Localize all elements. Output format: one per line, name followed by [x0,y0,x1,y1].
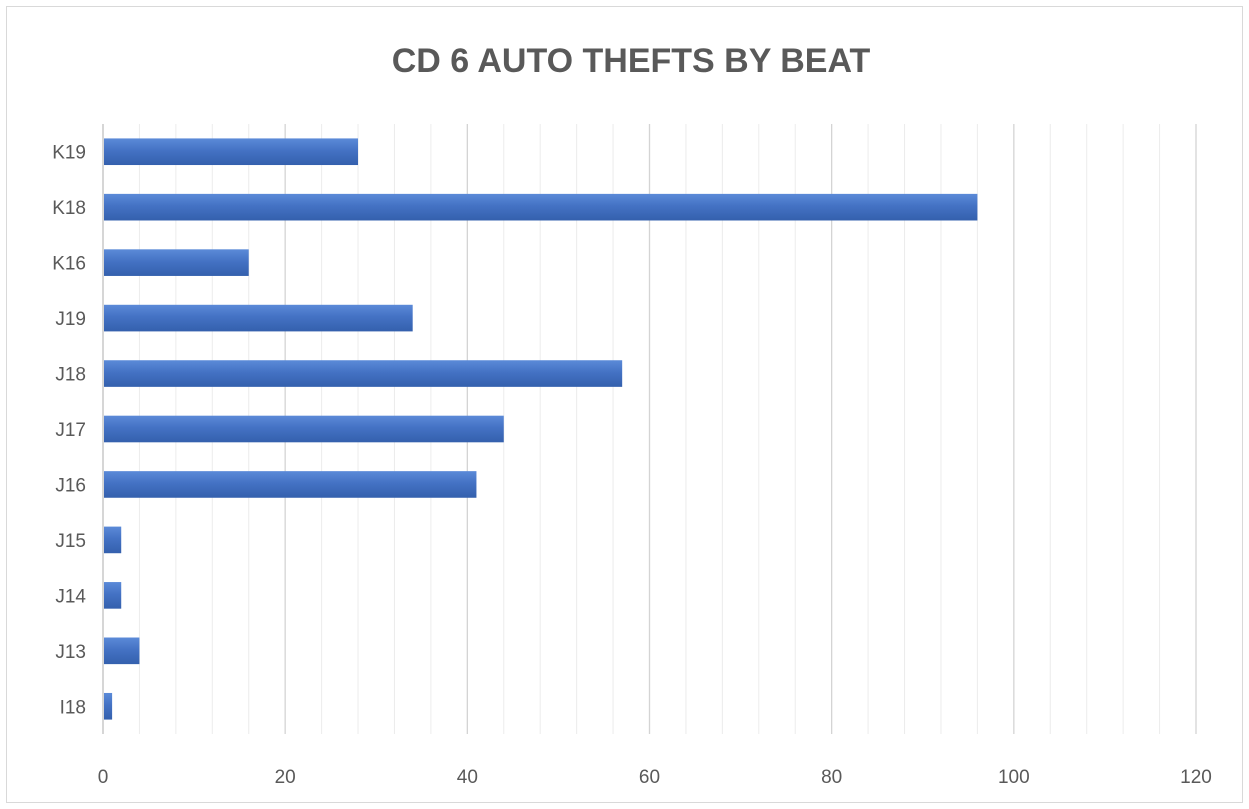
category-label-k16: K16 [52,254,86,275]
bar-j17 [104,415,504,443]
bar-j18 [104,360,623,387]
x-tick-label-100: 100 [998,767,1030,788]
bar-k19 [104,138,359,166]
bar-layer [104,138,978,720]
category-label-i18: I18 [60,697,86,718]
category-label-j15: J15 [55,531,86,552]
bar-j15 [104,526,122,554]
x-tick-label-60: 60 [639,767,660,788]
bar-k18 [104,193,978,221]
x-tick-label-80: 80 [821,767,842,788]
bar-k16 [104,249,249,276]
category-label-j14: J14 [55,586,86,607]
category-label-j16: J16 [55,475,86,496]
x-tick-label-120: 120 [1180,767,1212,788]
bar-j19 [104,304,413,332]
category-label-k18: K18 [52,198,86,219]
bar-j13 [104,637,140,665]
chart-title: CD 6 AUTO THEFTS BY BEAT [392,42,871,80]
x-tick-labels: 0 20 40 60 80 100 120 [98,767,1212,788]
bar-j16 [104,471,477,498]
category-label-j18: J18 [55,365,86,386]
bar-i18 [104,692,113,720]
category-labels: K19 K18 K16 J19 J18 J17 J16 J15 J14 J13 I18 [52,143,86,719]
bar-j14 [104,582,122,609]
category-label-j17: J17 [55,420,86,441]
category-label-j13: J13 [55,642,86,663]
x-tick-label-20: 20 [275,767,296,788]
x-tick-label-0: 0 [98,767,109,788]
category-label-j19: J19 [55,309,86,330]
x-tick-label-40: 40 [457,767,478,788]
category-label-k19: K19 [52,143,86,164]
